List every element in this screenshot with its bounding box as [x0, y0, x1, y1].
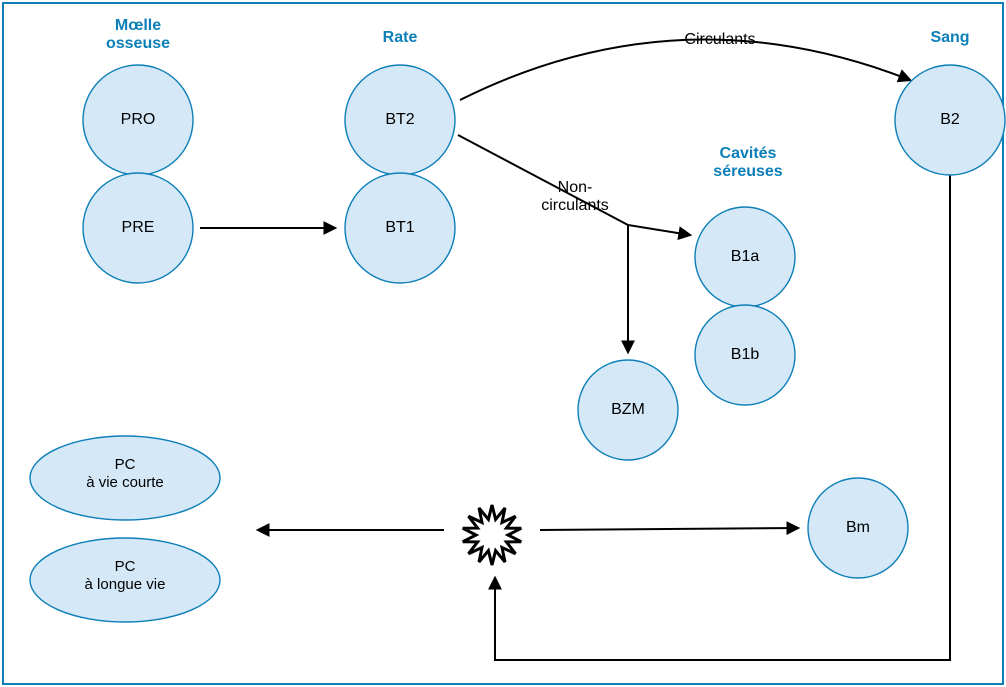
node-b1b: B1b	[695, 305, 795, 405]
node-bzm: BZM	[578, 360, 678, 460]
node-bt1: BT1	[345, 173, 455, 283]
heading-sang: Sang	[930, 29, 969, 46]
node-bm-label: Bm	[846, 519, 870, 536]
node-pc_long: PCà longue vie	[30, 538, 220, 622]
heading-rate: Rate	[383, 29, 418, 46]
node-b2: B2	[895, 65, 1005, 175]
node-b1a-label: B1a	[731, 248, 760, 265]
edge-label-circulants: Circulants	[684, 31, 755, 48]
node-bm: Bm	[808, 478, 908, 578]
node-pc_short: PCà vie courte	[30, 436, 220, 520]
node-bt2: BT2	[345, 65, 455, 175]
heading-moelle: Mœlleosseuse	[106, 17, 170, 52]
node-pro-label: PRO	[121, 111, 156, 128]
node-bt2-label: BT2	[385, 111, 414, 128]
node-b2-label: B2	[940, 111, 960, 128]
node-pre-label: PRE	[122, 219, 155, 236]
node-bt1-label: BT1	[385, 219, 414, 236]
heading-cavites: Cavitésséreuses	[713, 145, 782, 180]
node-pro: PRO	[83, 65, 193, 175]
node-b1b-label: B1b	[731, 346, 760, 363]
node-pre: PRE	[83, 173, 193, 283]
node-b1a: B1a	[695, 207, 795, 307]
node-bzm-label: BZM	[611, 401, 645, 418]
